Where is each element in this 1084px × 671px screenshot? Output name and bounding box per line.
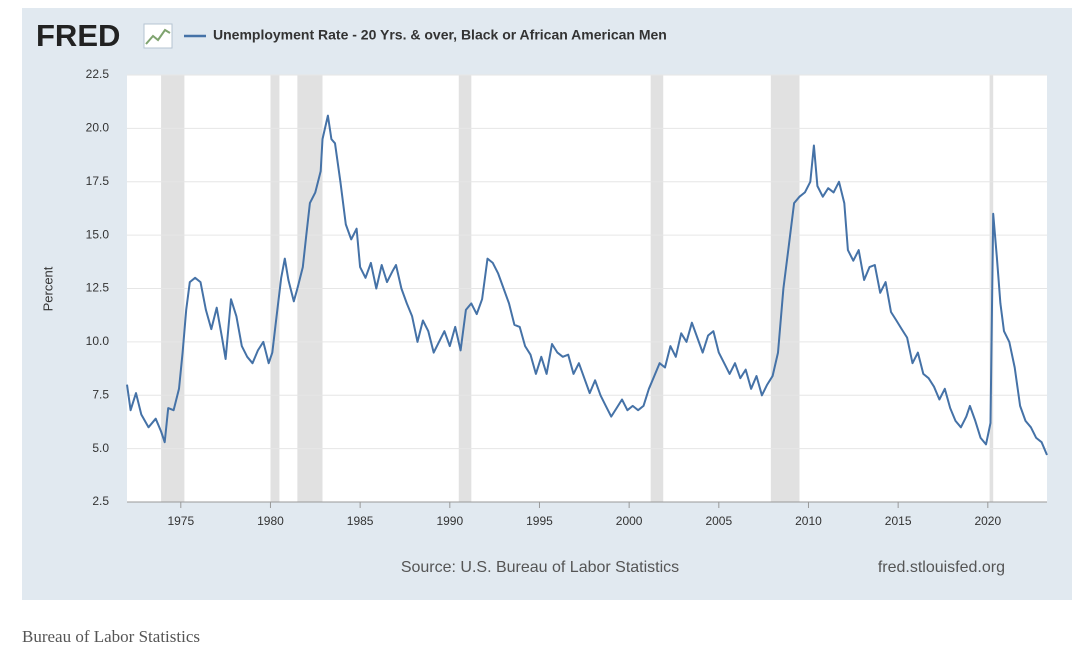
y-tick-label: 20.0 <box>86 121 110 135</box>
y-tick-label: 12.5 <box>86 281 110 295</box>
x-tick-label: 1980 <box>257 514 284 528</box>
site: fred.stlouisfed.org <box>878 559 1005 576</box>
x-tick-label: 1985 <box>347 514 374 528</box>
y-tick-label: 2.5 <box>92 494 109 508</box>
logo-icon <box>143 23 173 49</box>
y-tick-label: 15.0 <box>86 227 110 241</box>
x-tick-label: 1995 <box>526 514 553 528</box>
x-tick-label: 1975 <box>167 514 194 528</box>
x-tick-label: 2005 <box>705 514 732 528</box>
y-tick-label: 7.5 <box>92 387 109 401</box>
data-line <box>126 114 1048 456</box>
x-tick-label: 2010 <box>795 514 822 528</box>
y-tick-label: 10.0 <box>86 334 110 348</box>
x-tick-label: 1990 <box>436 514 463 528</box>
y-axis-title: Percent <box>40 266 55 311</box>
logo: FRED <box>36 18 120 53</box>
x-tick-label: 2020 <box>974 514 1001 528</box>
x-tick-label: 2015 <box>885 514 912 528</box>
x-tick-label: 2000 <box>616 514 643 528</box>
source: Source: U.S. Bureau of Labor Statistics <box>401 559 679 576</box>
y-tick-label: 22.5 <box>86 67 110 81</box>
caption: Bureau of Labor Statistics <box>22 627 200 646</box>
legend-label: Unemployment Rate - 20 Yrs. & over, Blac… <box>213 27 667 43</box>
y-tick-label: 17.5 <box>86 174 110 188</box>
y-tick-label: 5.0 <box>92 441 109 455</box>
